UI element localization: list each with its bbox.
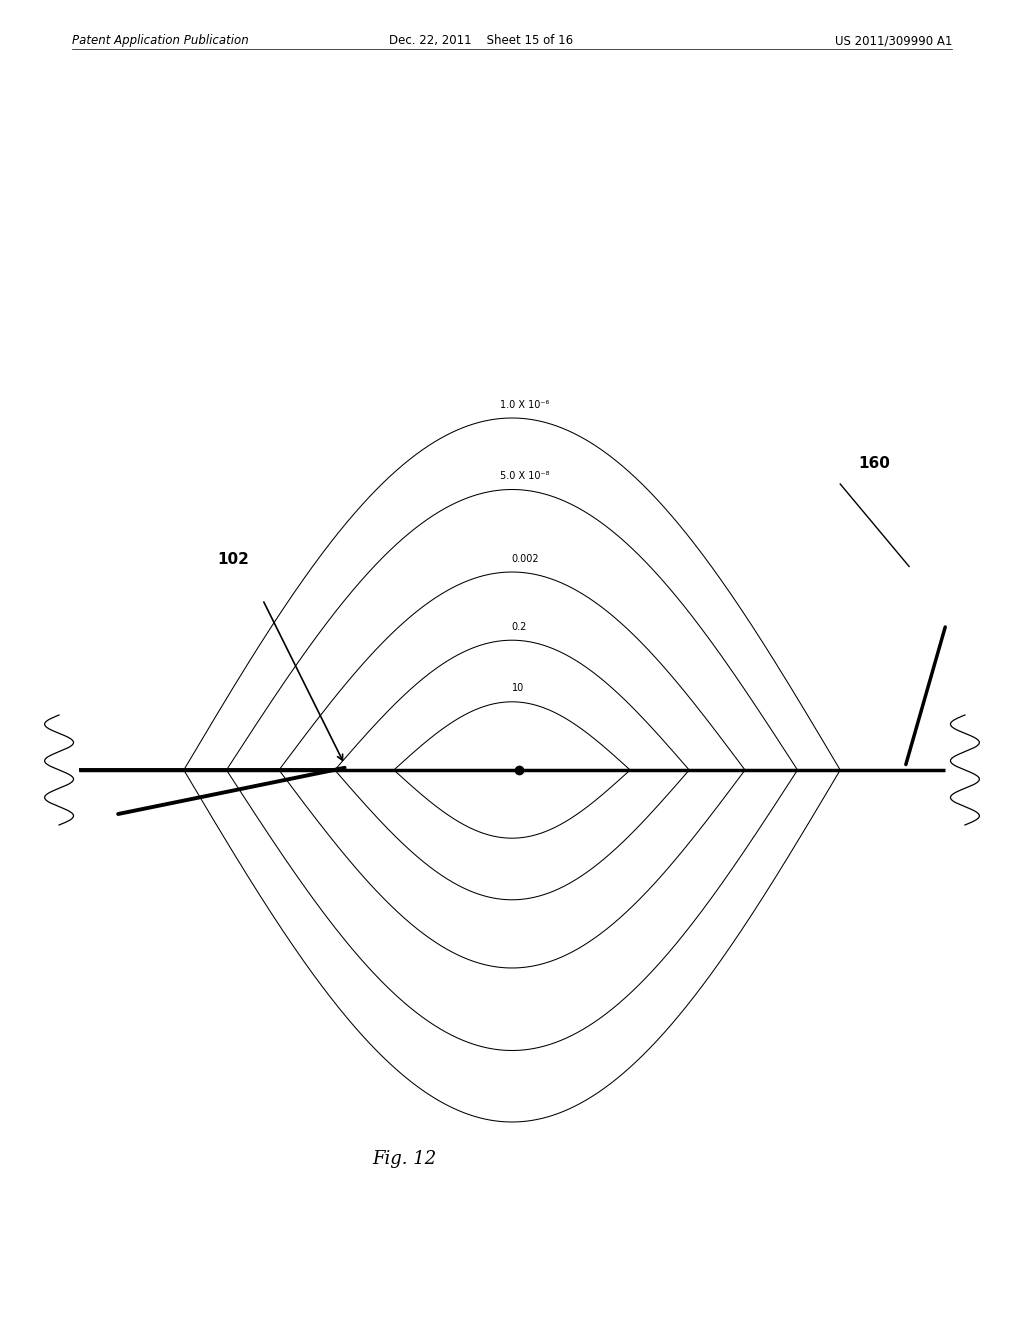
Text: Dec. 22, 2011    Sheet 15 of 16: Dec. 22, 2011 Sheet 15 of 16: [389, 34, 573, 48]
Text: 10: 10: [512, 684, 524, 693]
Text: 160: 160: [858, 455, 891, 471]
Text: 5.0 X 10⁻⁸: 5.0 X 10⁻⁸: [501, 471, 550, 482]
Text: 0.2: 0.2: [511, 622, 526, 631]
Text: US 2011/309990 A1: US 2011/309990 A1: [835, 34, 952, 48]
Text: Fig. 12: Fig. 12: [373, 1150, 436, 1168]
Text: 102: 102: [217, 552, 249, 566]
Text: 0.002: 0.002: [511, 554, 539, 564]
Text: Patent Application Publication: Patent Application Publication: [72, 34, 249, 48]
Text: 1.0 X 10⁻⁶: 1.0 X 10⁻⁶: [501, 400, 550, 411]
